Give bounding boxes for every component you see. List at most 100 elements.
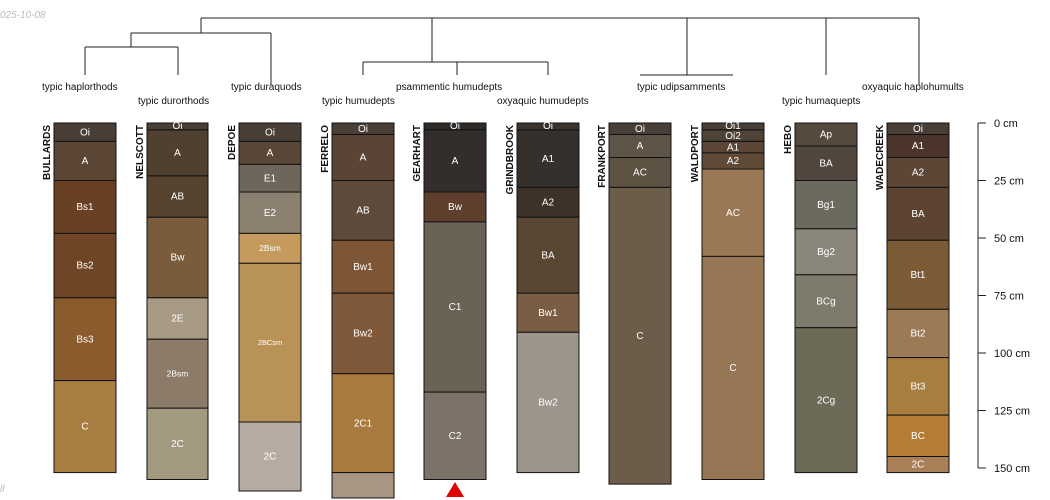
taxon-typic-udipsamments: typic udipsamments <box>637 82 725 93</box>
horizon-wadecreek-8 <box>886 456 950 474</box>
horizon-label-grindbrook-3: BA <box>541 250 555 261</box>
horizon-label-nelscott-3: Bw <box>171 253 186 264</box>
series-name-bullards: BULLARDS <box>42 125 53 180</box>
horizon-label-hebo-4: BCg <box>816 296 835 307</box>
date-label: 025-10-08 <box>0 10 46 21</box>
horizon-label-nelscott-0: Oi <box>173 121 183 132</box>
depth-axis: 0 cm 25 cm 50 cm 75 cm 100 cm 125 cm 150 cm <box>977 118 1030 475</box>
horizon-hebo-4 <box>794 274 858 329</box>
depth-tick-label-5: 125 cm <box>994 406 1030 418</box>
horizon-label-bullards-5: C <box>81 422 88 433</box>
horizon-waldport-4 <box>701 168 765 257</box>
horizon-label-grindbrook-5: Bw2 <box>538 398 558 409</box>
horizon-nelscott-6 <box>146 407 209 481</box>
taxon-typic-humaquepts: typic humaquepts <box>782 96 860 107</box>
horizon-wadecreek-4 <box>886 239 950 310</box>
taxon-typic-duraquods: typic duraquods <box>231 82 302 93</box>
horizon-label-bullards-4: Bs3 <box>76 334 94 345</box>
horizon-label-wadecreek-8: 2C <box>912 460 925 471</box>
series-name-hebo: HEBO <box>783 125 794 154</box>
profile-nelscott: NELSCOTT Oi A AB Bw 2E 2Bsm 2C <box>135 121 209 481</box>
horizon-label-grindbrook-0: Oi <box>543 121 553 132</box>
horizon-label-depoe-1: A <box>267 148 274 159</box>
horizon-label-ferrelo-4: Bw2 <box>353 329 373 340</box>
depth-tick-label-2: 50 cm <box>994 233 1024 245</box>
horizon-label-frankport-1: A <box>637 141 644 152</box>
horizon-label-grindbrook-4: Bw1 <box>538 308 558 319</box>
depth-tick-label-3: 75 cm <box>994 291 1024 303</box>
horizon-nelscott-3 <box>146 216 209 299</box>
series-name-nelscott: NELSCOTT <box>135 125 146 179</box>
profile-gearhart: GEARHART Oi A Bw C1 C2 <box>412 121 487 497</box>
horizon-label-wadecreek-5: Bt2 <box>910 329 925 340</box>
taxon-psammentic-humudepts: psammentic humudepts <box>396 82 502 93</box>
horizon-depoe-6 <box>238 421 302 492</box>
horizon-label-hebo-5: 2Cg <box>817 395 835 406</box>
depth-tick-label-0: 0 cm <box>994 118 1018 130</box>
horizon-grindbrook-4 <box>516 292 580 333</box>
horizon-frankport-3 <box>608 186 672 485</box>
horizon-label-nelscott-4: 2E <box>171 314 184 325</box>
horizon-label-waldport-5: C <box>729 363 736 374</box>
taxon-oxyaquic-haplohumults: oxyaquic haplohumults <box>862 82 964 93</box>
horizon-wadecreek-3 <box>886 186 950 241</box>
taxon-oxyaquic-humudepts: oxyaquic humudepts <box>497 96 589 107</box>
profile-frankport: FRANKPORT Oi A AC C <box>597 122 672 485</box>
horizon-nelscott-5 <box>146 338 209 409</box>
horizon-label-frankport-2: AC <box>633 168 647 179</box>
horizon-label-bullards-3: Bs2 <box>76 261 94 272</box>
horizon-label-waldport-1: Oi2 <box>725 131 741 142</box>
horizon-label-gearhart-1: A <box>452 156 459 167</box>
horizon-hebo-1 <box>794 145 858 181</box>
truncation-marker-gearhart <box>446 482 464 497</box>
horizon-label-wadecreek-3: BA <box>911 209 925 220</box>
series-name-depoe: DEPOE <box>227 125 238 160</box>
series-name-grindbrook: GRINDBROOK <box>505 124 516 194</box>
horizon-gearhart-1 <box>423 129 487 193</box>
horizon-label-bullards-1: A <box>82 156 89 167</box>
horizon-frankport-2 <box>608 157 672 188</box>
horizon-label-waldport-3: A2 <box>727 156 740 167</box>
horizon-label-hebo-0: Ap <box>820 130 833 141</box>
horizon-label-depoe-0: Oi <box>265 127 275 138</box>
horizon-wadecreek-7 <box>886 414 950 458</box>
profile-ferrelo: FERRELO Oi A AB Bw1 Bw2 2C1 <box>320 122 395 499</box>
horizon-hebo-2 <box>794 180 858 230</box>
horizon-label-nelscott-5: 2Bsm <box>167 368 189 378</box>
horizon-label-waldport-2: A1 <box>727 142 740 153</box>
horizon-waldport-5 <box>701 255 765 480</box>
horizon-label-depoe-5: 2BCsm <box>258 338 283 347</box>
horizon-label-waldport-0: Oi1 <box>725 121 741 132</box>
profile-bullards: BULLARDS Oi A Bs1 Bs2 Bs3 C <box>42 122 117 474</box>
dendrogram <box>84 17 920 85</box>
horizon-depoe-5 <box>238 262 302 423</box>
taxon-typic-humudepts: typic humudepts <box>322 96 395 107</box>
horizon-depoe-2 <box>238 163 302 193</box>
horizon-bullards-3 <box>53 232 117 299</box>
horizon-label-frankport-0: Oi <box>635 124 645 135</box>
horizon-label-depoe-2: E1 <box>264 173 277 184</box>
profile-wadecreek: WADECREEK Oi A1 A2 BA Bt1 Bt2 Bt3 BC 2C <box>875 122 950 474</box>
horizon-ferrelo-4 <box>331 292 395 375</box>
horizon-label-gearhart-0: Oi <box>450 121 460 132</box>
horizon-label-wadecreek-1: A1 <box>912 141 925 152</box>
taxon-labels: typic haplorthods typic durorthods typic… <box>42 82 964 107</box>
profile-hebo: HEBO Ap BA Bg1 Bg2 BCg 2Cg <box>783 122 858 474</box>
horizon-label-nelscott-6: 2C <box>171 439 184 450</box>
horizon-bullards-4 <box>53 297 117 382</box>
horizon-grindbrook-2 <box>516 186 580 218</box>
horizon-label-gearhart-3: C1 <box>449 302 462 313</box>
horizon-wadecreek-5 <box>886 308 950 359</box>
horizon-label-gearhart-2: Bw <box>448 202 463 213</box>
horizon-label-hebo-2: Bg1 <box>817 200 835 211</box>
horizon-label-wadecreek-2: A2 <box>912 168 925 179</box>
horizon-label-ferrelo-3: Bw1 <box>353 262 373 273</box>
horizon-wadecreek-6 <box>886 357 950 416</box>
horizon-nelscott-4 <box>146 297 209 340</box>
series-name-waldport: WALDPORT <box>690 125 701 182</box>
horizon-label-frankport-3: C <box>636 331 643 342</box>
horizon-label-wadecreek-0: Oi <box>913 124 923 135</box>
horizon-label-waldport-4: AC <box>726 208 740 219</box>
depth-tick-label-1: 25 cm <box>994 176 1024 188</box>
